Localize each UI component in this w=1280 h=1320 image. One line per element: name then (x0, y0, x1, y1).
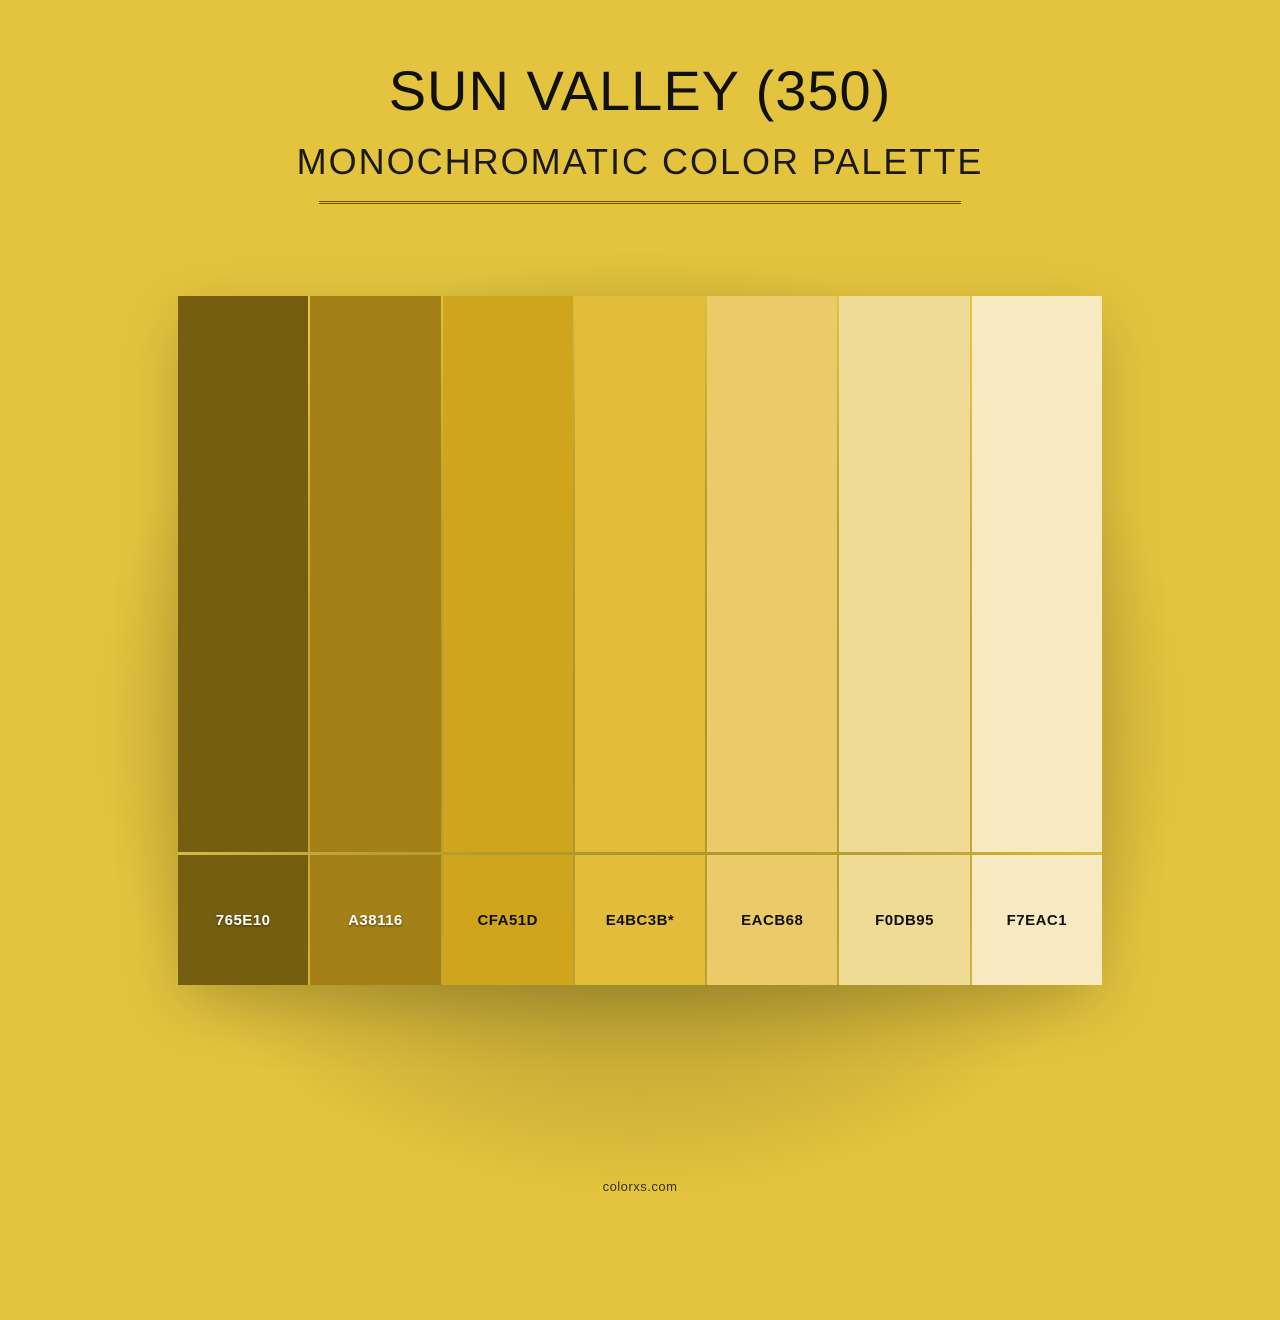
swatch (839, 296, 969, 852)
swatch-label: E4BC3B* (606, 912, 675, 929)
swatch-row (178, 296, 1102, 852)
title-divider (319, 201, 961, 204)
palette: 765E10 A38116 CFA51D E4BC3B* EACB68 F0DB95 F7E… (178, 296, 1102, 985)
swatch (707, 296, 837, 852)
swatch-label: F0DB95 (875, 912, 934, 929)
label-row: 765E10 A38116 CFA51D E4BC3B* EACB68 F0DB95 F7E… (178, 855, 1102, 985)
swatch (178, 296, 308, 852)
swatch (972, 296, 1102, 852)
swatch (310, 296, 440, 852)
footer-credit: colorxs.com (0, 1179, 1280, 1194)
swatch-label-cell: A38116 (310, 855, 440, 985)
swatch-label-cell: 765E10 (178, 855, 308, 985)
swatch-label: F7EAC1 (1007, 912, 1068, 929)
page-title: SUN VALLEY (350) (389, 58, 892, 123)
swatch-label: CFA51D (477, 912, 538, 929)
swatch-label: 765E10 (216, 912, 271, 929)
page-subtitle: MONOCHROMATIC COLOR PALETTE (297, 141, 984, 183)
swatch-label-cell: CFA51D (443, 855, 573, 985)
swatch (575, 296, 705, 852)
swatch-label-cell: F7EAC1 (972, 855, 1102, 985)
swatch-label: A38116 (348, 912, 403, 929)
swatch-label-cell: EACB68 (707, 855, 837, 985)
swatch-label-cell: F0DB95 (839, 855, 969, 985)
swatch-label-cell: E4BC3B* (575, 855, 705, 985)
page: SUN VALLEY (350) MONOCHROMATIC COLOR PAL… (0, 0, 1280, 1320)
swatch-label: EACB68 (741, 912, 803, 929)
swatch (443, 296, 573, 852)
